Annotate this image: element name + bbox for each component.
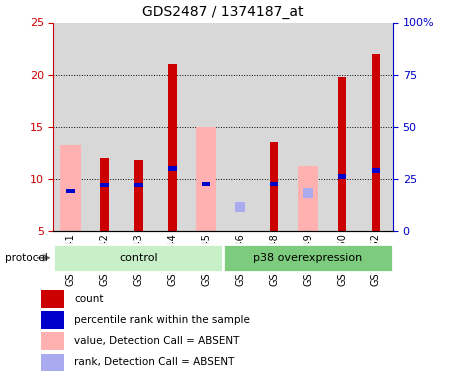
Bar bbox=[100, 158, 109, 231]
Bar bbox=[270, 182, 279, 186]
Bar bbox=[41, 354, 64, 371]
Bar bbox=[87, 22, 121, 231]
Bar bbox=[291, 22, 325, 231]
Bar bbox=[325, 22, 359, 231]
Bar bbox=[196, 127, 216, 231]
Bar bbox=[372, 54, 380, 231]
Bar bbox=[372, 168, 380, 173]
Text: percentile rank within the sample: percentile rank within the sample bbox=[74, 315, 250, 325]
Bar bbox=[100, 183, 109, 187]
Bar bbox=[41, 290, 64, 308]
Bar bbox=[168, 64, 177, 231]
Bar bbox=[134, 160, 143, 231]
Bar bbox=[155, 22, 189, 231]
Bar bbox=[338, 76, 346, 231]
Text: rank, Detection Call = ABSENT: rank, Detection Call = ABSENT bbox=[74, 357, 235, 368]
Bar bbox=[223, 22, 257, 231]
Text: protocol: protocol bbox=[5, 253, 47, 263]
Bar bbox=[121, 22, 155, 231]
Bar bbox=[338, 174, 346, 178]
Text: value, Detection Call = ABSENT: value, Detection Call = ABSENT bbox=[74, 336, 240, 346]
Bar bbox=[298, 166, 318, 231]
Bar bbox=[257, 22, 291, 231]
Bar bbox=[189, 22, 223, 231]
Text: control: control bbox=[119, 253, 158, 263]
Bar bbox=[60, 145, 80, 231]
Bar bbox=[202, 182, 211, 186]
Title: GDS2487 / 1374187_at: GDS2487 / 1374187_at bbox=[142, 5, 304, 19]
Bar bbox=[359, 22, 393, 231]
Bar bbox=[270, 142, 279, 231]
Text: p38 overexpression: p38 overexpression bbox=[253, 253, 363, 263]
Bar bbox=[223, 244, 393, 272]
Bar bbox=[66, 189, 75, 193]
Bar bbox=[41, 311, 64, 329]
Bar bbox=[168, 166, 177, 171]
Point bbox=[304, 190, 312, 196]
Bar bbox=[41, 333, 64, 350]
Point bbox=[236, 204, 244, 210]
Text: count: count bbox=[74, 294, 104, 304]
Bar bbox=[53, 244, 223, 272]
Bar bbox=[53, 22, 87, 231]
Bar bbox=[134, 183, 143, 187]
